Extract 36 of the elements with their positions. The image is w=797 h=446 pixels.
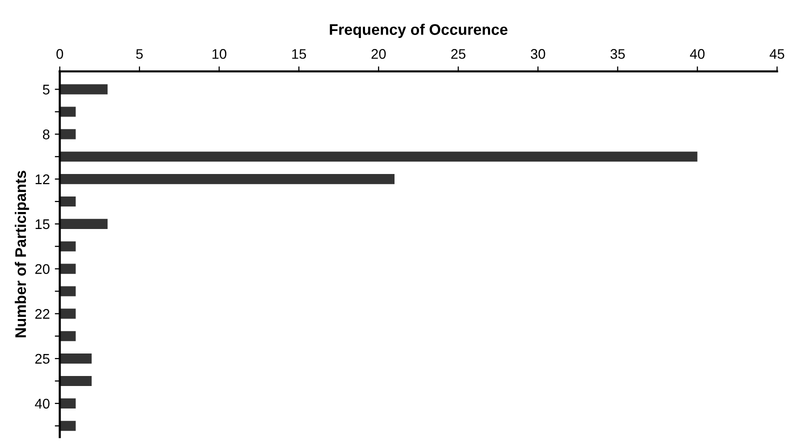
bar xyxy=(60,354,92,364)
x-tick-label: 20 xyxy=(372,49,386,59)
x-tick-label: 45 xyxy=(770,49,784,59)
y-tick-label: 12 xyxy=(36,174,50,184)
bar xyxy=(60,308,76,319)
x-tick-label: 15 xyxy=(292,49,306,59)
y-tick-label: 22 xyxy=(35,309,50,319)
bar xyxy=(60,331,76,342)
y-tick-label: 8 xyxy=(42,130,50,140)
bar xyxy=(60,196,76,207)
bar xyxy=(60,174,395,184)
bar xyxy=(60,420,76,431)
bar xyxy=(60,398,76,408)
x-tick-label: 25 xyxy=(451,49,466,59)
x-tick-label: 35 xyxy=(610,49,625,59)
y-axis-title: Number of Participants xyxy=(14,170,30,338)
y-tick-label: 15 xyxy=(36,219,50,230)
x-axis-title: Frequency of Occurence xyxy=(330,24,508,38)
x-tick-label: 30 xyxy=(530,49,546,59)
bar xyxy=(60,84,108,94)
x-tick-label: 0 xyxy=(56,49,64,59)
x-tick-label: 40 xyxy=(690,49,705,59)
bar xyxy=(60,129,76,140)
y-tick-label: 25 xyxy=(35,354,50,364)
bar xyxy=(60,106,76,117)
bar xyxy=(60,376,92,386)
x-tick-label: 5 xyxy=(136,49,143,59)
bar xyxy=(60,241,76,252)
x-tick-label: 10 xyxy=(212,49,226,59)
y-tick-label: 5 xyxy=(42,84,50,94)
bar xyxy=(60,152,698,162)
bar xyxy=(60,264,76,274)
bar xyxy=(60,286,76,296)
y-tick-label: 40 xyxy=(34,398,50,409)
bar xyxy=(60,218,108,229)
y-tick-label: 20 xyxy=(35,264,50,274)
